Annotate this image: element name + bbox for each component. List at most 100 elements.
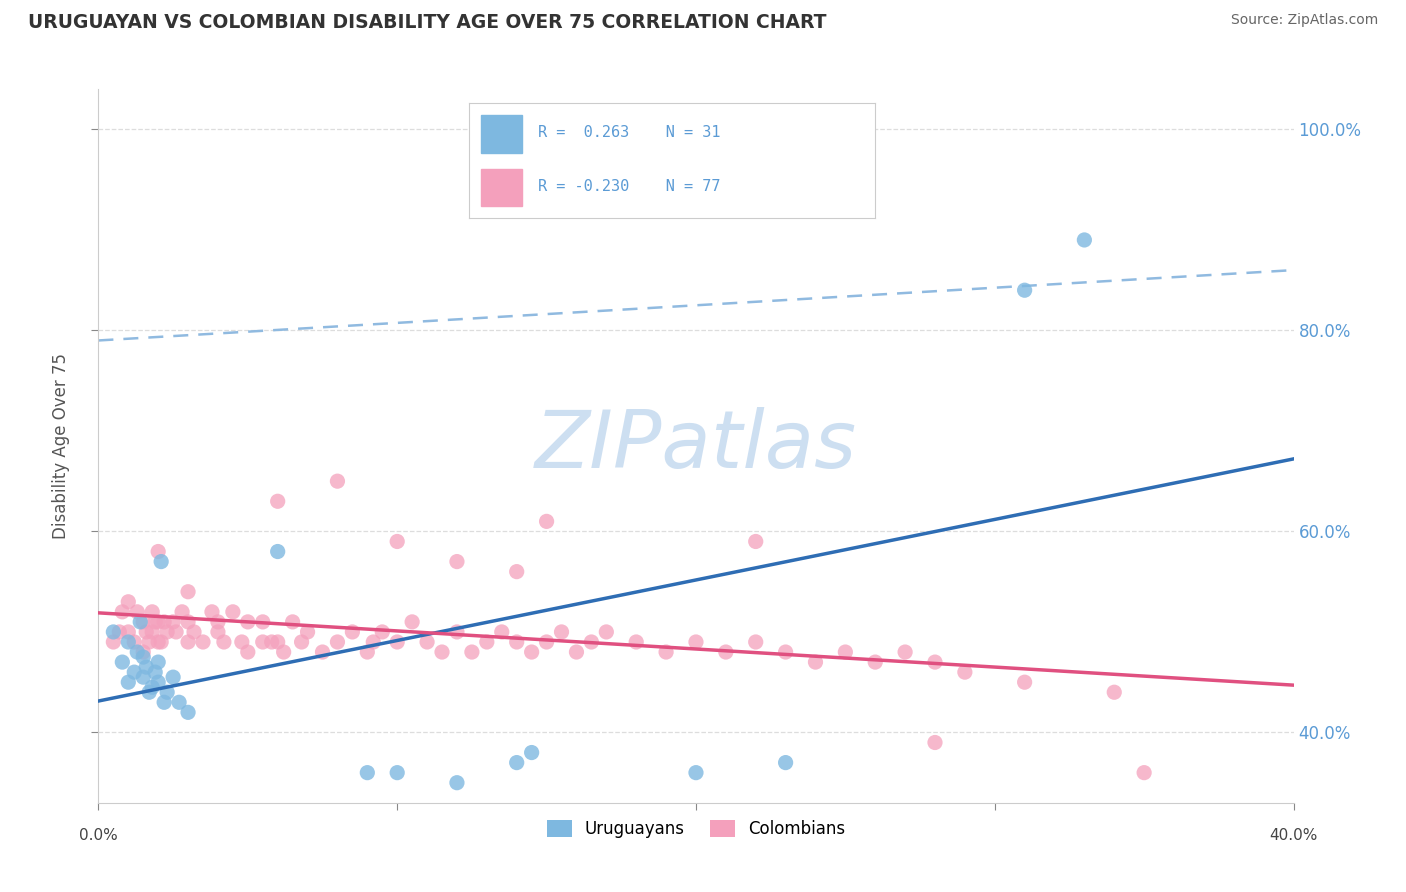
Point — [520, 746, 543, 760]
Y-axis label: Disability Age Over 75: Disability Age Over 75 — [52, 353, 70, 539]
Point — [117, 624, 139, 639]
Point — [371, 624, 394, 639]
Point — [148, 615, 170, 629]
Text: URUGUAYAN VS COLOMBIAN DISABILITY AGE OVER 75 CORRELATION CHART: URUGUAYAN VS COLOMBIAN DISABILITY AGE OV… — [28, 13, 827, 32]
Point — [153, 695, 176, 709]
Point — [177, 615, 200, 629]
Point — [135, 660, 157, 674]
Point — [117, 635, 139, 649]
Point — [536, 635, 558, 649]
Text: Source: ZipAtlas.com: Source: ZipAtlas.com — [1230, 13, 1378, 28]
Point — [745, 635, 768, 649]
Point — [132, 670, 155, 684]
Point — [124, 635, 146, 649]
Point — [446, 775, 468, 789]
Point — [430, 645, 453, 659]
Point — [446, 624, 468, 639]
Point — [385, 635, 409, 649]
Point — [865, 655, 887, 669]
Point — [536, 515, 558, 529]
Point — [626, 635, 648, 649]
Point — [385, 534, 409, 549]
Point — [129, 615, 152, 629]
Point — [156, 624, 179, 639]
Point — [491, 624, 513, 639]
Point — [506, 635, 529, 649]
Point — [1014, 283, 1036, 297]
Point — [311, 645, 333, 659]
Point — [117, 595, 139, 609]
Point — [550, 624, 572, 639]
Point — [685, 765, 707, 780]
Text: 0.0%: 0.0% — [79, 828, 118, 843]
Point — [416, 635, 439, 649]
Point — [150, 555, 173, 569]
Point — [111, 655, 134, 669]
Point — [148, 655, 170, 669]
Point — [401, 615, 423, 629]
Point — [132, 615, 155, 629]
Point — [714, 645, 737, 659]
Point — [953, 665, 976, 680]
Point — [153, 615, 176, 629]
Point — [326, 474, 349, 488]
Point — [236, 615, 259, 629]
Point — [127, 645, 149, 659]
Point — [506, 756, 529, 770]
Point — [475, 635, 498, 649]
Point — [342, 624, 364, 639]
Point — [565, 645, 588, 659]
Point — [385, 765, 409, 780]
Point — [103, 635, 125, 649]
Point — [191, 635, 214, 649]
Point — [162, 670, 184, 684]
Point — [177, 635, 200, 649]
Point — [252, 635, 274, 649]
Point — [267, 494, 290, 508]
Point — [162, 615, 184, 629]
Point — [138, 685, 160, 699]
Point — [894, 645, 917, 659]
Point — [1104, 685, 1126, 699]
Point — [148, 544, 170, 558]
Point — [236, 645, 259, 659]
Point — [775, 756, 797, 770]
Point — [148, 635, 170, 649]
Point — [141, 605, 163, 619]
Point — [1073, 233, 1095, 247]
Point — [156, 685, 179, 699]
Point — [834, 645, 856, 659]
Point — [132, 645, 155, 659]
Point — [595, 624, 617, 639]
Point — [165, 624, 187, 639]
Point — [745, 534, 768, 549]
Legend: Uruguayans, Colombians: Uruguayans, Colombians — [540, 813, 852, 845]
Point — [177, 706, 200, 720]
Point — [685, 635, 707, 649]
Point — [148, 675, 170, 690]
Point — [273, 645, 295, 659]
Point — [297, 624, 319, 639]
Point — [127, 605, 149, 619]
Point — [108, 624, 131, 639]
Point — [520, 645, 543, 659]
Point — [132, 650, 155, 665]
Point — [141, 680, 163, 694]
Point — [138, 635, 160, 649]
Point — [291, 635, 314, 649]
Point — [201, 605, 224, 619]
Point — [924, 735, 946, 749]
Point — [222, 605, 245, 619]
Point — [252, 615, 274, 629]
Point — [167, 695, 190, 709]
Point — [446, 555, 468, 569]
Point — [183, 624, 205, 639]
Point — [281, 615, 304, 629]
Point — [924, 655, 946, 669]
Point — [143, 665, 166, 680]
Point — [267, 544, 290, 558]
Point — [267, 635, 290, 649]
Point — [231, 635, 253, 649]
Point — [1133, 765, 1156, 780]
Point — [655, 645, 678, 659]
